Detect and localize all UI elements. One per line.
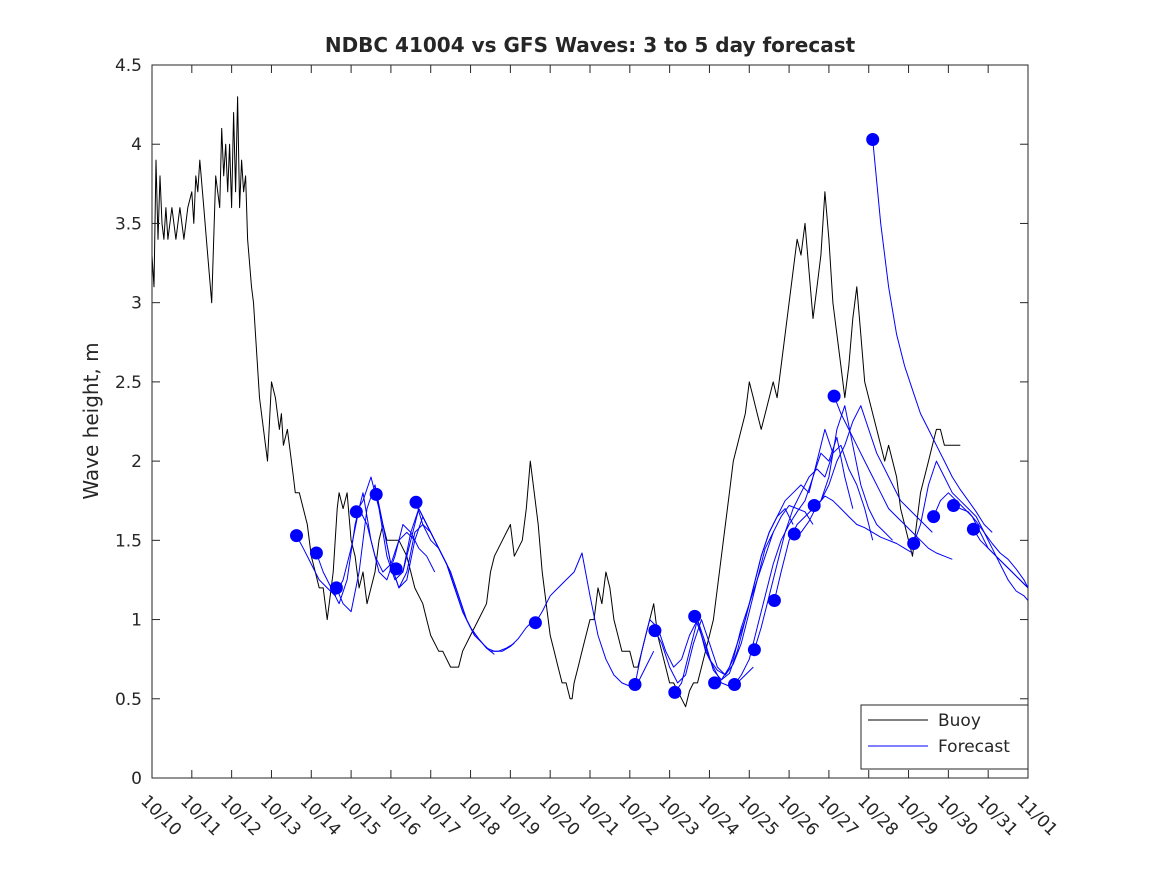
forecast-line-17 [794, 495, 913, 554]
series-layer [151, 96, 1029, 708]
forecast-line-21 [913, 460, 1029, 601]
forecast-start-marker-18 [807, 499, 821, 512]
forecast-start-marker-19 [827, 389, 841, 403]
forecast-line-18 [813, 405, 933, 533]
forecast-line-15 [753, 444, 874, 650]
y-tick-label-0: 0 [131, 769, 142, 789]
forecast-line-23 [953, 505, 1029, 589]
forecast-line-7 [415, 502, 535, 652]
forecast-start-marker-23 [947, 499, 960, 512]
y-tick-label-4: 2 [131, 452, 142, 472]
forecast-start-marker-6 [389, 562, 403, 576]
plot-area [152, 65, 1028, 778]
y-tick-label-7: 3.5 [115, 214, 142, 234]
forecast-start-marker-17 [787, 527, 801, 541]
forecast-line-19 [833, 395, 953, 560]
forecast-start-marker-15 [747, 643, 761, 657]
forecast-line-24 [972, 528, 1029, 589]
chart-title: NDBC 41004 vs GFS Waves: 3 to 5 day fore… [325, 33, 856, 57]
forecast-start-marker-8 [528, 616, 542, 630]
forecast-start-marker-1 [290, 529, 303, 543]
y-axis-label: Wave height, m [79, 342, 103, 499]
forecast-start-marker-24 [966, 522, 980, 536]
forecast-line-1 [296, 508, 416, 597]
legend-box [860, 704, 1029, 770]
forecast-line-10 [654, 532, 774, 684]
y-tick-label-5: 2.5 [115, 373, 142, 393]
forecast-start-marker-13 [708, 676, 722, 690]
y-tick-label-8: 4 [131, 135, 142, 155]
buoy-line [151, 96, 961, 708]
forecast-line-20 [872, 139, 993, 533]
legend-label-buoy: Buoy [938, 711, 981, 731]
y-tick-label-9: 4.5 [115, 56, 142, 76]
forecast-start-marker-20 [866, 133, 880, 146]
y-tick-label-3: 1.5 [115, 531, 142, 551]
legend: Buoy Forecast [860, 704, 1029, 770]
forecast-start-marker-12 [688, 609, 702, 623]
y-tick-label-2: 1 [131, 611, 142, 631]
y-tick-label-1: 0.5 [115, 690, 142, 710]
forecast-start-marker-22 [927, 510, 941, 524]
forecast-start-marker-4 [349, 505, 363, 519]
forecast-start-marker-9 [628, 678, 642, 691]
forecast-line-12 [694, 505, 814, 676]
forecast-start-marker-10 [648, 624, 662, 638]
forecast-start-marker-16 [767, 594, 781, 607]
forecast-start-marker-2 [309, 546, 323, 560]
forecast-start-marker-5 [369, 487, 383, 501]
forecast-start-marker-7 [409, 495, 423, 509]
forecast-start-marker-14 [728, 678, 741, 691]
marker-layer [290, 133, 980, 699]
y-tick-label-6: 3 [131, 294, 142, 314]
legend-label-forecast: Forecast [938, 737, 1010, 757]
forecast-start-marker-3 [329, 581, 343, 595]
forecast-start-marker-21 [907, 537, 921, 550]
forecast-start-marker-11 [668, 685, 682, 699]
